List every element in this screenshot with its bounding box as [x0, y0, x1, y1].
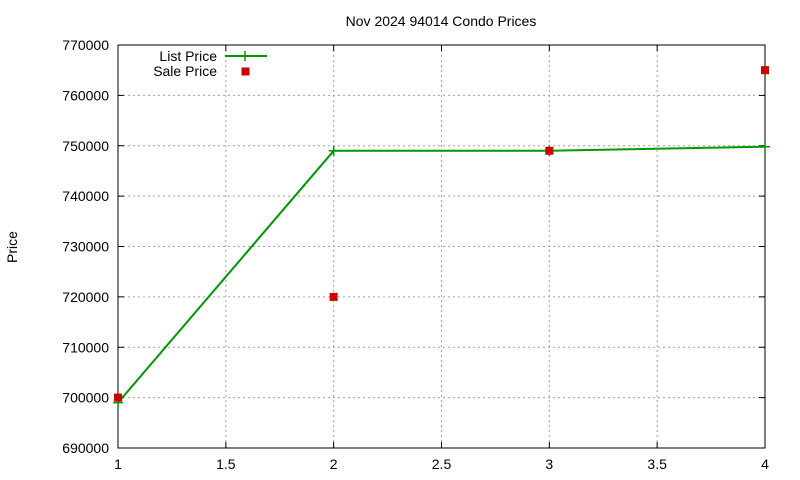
- x-tick-label: 3.5: [647, 456, 667, 472]
- series: [113, 66, 770, 408]
- data-point-sale-price: [114, 393, 122, 402]
- data-point-list-price: [328, 145, 339, 156]
- legend-marker-list-price: [240, 51, 250, 61]
- y-tick-label: 700000: [62, 390, 109, 406]
- x-tick-label: 1.5: [216, 456, 236, 472]
- legend-label-list-price: List Price: [159, 48, 217, 64]
- legend: List Price Sale Price: [153, 48, 267, 79]
- x-tick-label: 4: [761, 456, 769, 472]
- data-point-sale-price: [761, 66, 769, 75]
- x-tick-label: 2: [330, 456, 338, 472]
- y-axis-label: Price: [4, 231, 20, 263]
- y-tick-label: 750000: [62, 138, 109, 154]
- data-point-sale-price: [329, 292, 338, 301]
- x-tick-label: 1: [114, 456, 122, 472]
- chart-title: Nov 2024 94014 Condo Prices: [346, 13, 537, 29]
- data-point-sale-price: [545, 146, 554, 155]
- data-point-list-price: [760, 141, 770, 152]
- series-line-list-price: [117, 145, 766, 404]
- y-tick-label: 740000: [62, 188, 109, 204]
- x-axis: 1 1.5 2 2.5 3 3.5 4: [114, 45, 769, 472]
- y-tick-label: 770000: [62, 37, 109, 53]
- x-tick-label: 2.5: [432, 456, 452, 472]
- x-tick-label: 3: [545, 456, 553, 472]
- y-tick-label: 720000: [62, 289, 109, 305]
- legend-marker-sale-price: [241, 67, 250, 76]
- y-tick-label: 710000: [62, 339, 109, 355]
- y-tick-label: 690000: [62, 440, 109, 456]
- y-tick-label: 730000: [62, 239, 109, 255]
- y-tick-label: 760000: [62, 87, 109, 103]
- grid: [118, 45, 765, 448]
- legend-label-sale-price: Sale Price: [153, 63, 217, 79]
